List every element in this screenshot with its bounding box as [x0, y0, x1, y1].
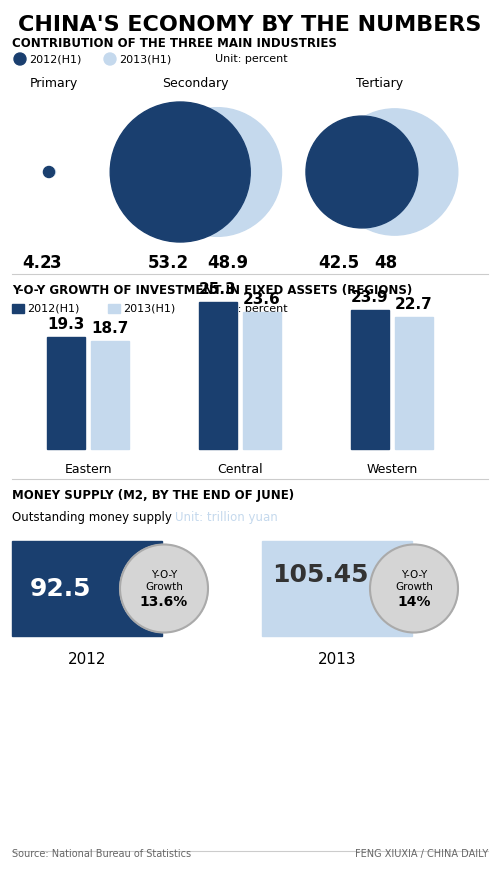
Text: 2013(H1): 2013(H1) [123, 303, 176, 313]
Text: 48: 48 [374, 254, 397, 272]
Text: 42.5: 42.5 [318, 254, 359, 272]
Text: MONEY SUPPLY (M2, BY THE END OF JUNE): MONEY SUPPLY (M2, BY THE END OF JUNE) [12, 489, 294, 502]
Circle shape [110, 102, 250, 242]
Text: 25.3: 25.3 [199, 282, 237, 297]
Text: CONTRIBUTION OF THE THREE MAIN INDUSTRIES: CONTRIBUTION OF THE THREE MAIN INDUSTRIE… [12, 37, 337, 50]
Text: Source: National Bureau of Statistics: Source: National Bureau of Statistics [12, 849, 191, 859]
FancyBboxPatch shape [47, 337, 85, 449]
Text: CHINA'S ECONOMY BY THE NUMBERS: CHINA'S ECONOMY BY THE NUMBERS [18, 15, 481, 35]
Text: Eastern: Eastern [64, 463, 112, 476]
FancyBboxPatch shape [199, 303, 237, 449]
Text: Secondary: Secondary [162, 77, 228, 90]
FancyBboxPatch shape [108, 304, 120, 313]
Circle shape [104, 53, 116, 65]
Text: Growth: Growth [395, 581, 433, 591]
Text: Primary: Primary [30, 77, 78, 90]
Text: 3: 3 [50, 254, 62, 272]
Text: 14%: 14% [397, 595, 431, 609]
Circle shape [332, 109, 458, 235]
Text: 2012: 2012 [68, 652, 106, 667]
Text: Growth: Growth [145, 581, 183, 591]
Circle shape [370, 545, 458, 632]
Text: 19.3: 19.3 [48, 317, 84, 332]
Text: Central: Central [217, 463, 263, 476]
FancyBboxPatch shape [12, 304, 24, 313]
Text: Tertiary: Tertiary [356, 77, 404, 90]
Text: Unit: percent: Unit: percent [215, 303, 288, 313]
Text: Outstanding money supply: Outstanding money supply [12, 511, 172, 524]
Circle shape [153, 108, 282, 236]
Text: Western: Western [366, 463, 418, 476]
FancyBboxPatch shape [91, 340, 129, 449]
Circle shape [306, 116, 418, 228]
FancyBboxPatch shape [395, 317, 433, 449]
FancyBboxPatch shape [262, 541, 412, 636]
FancyBboxPatch shape [12, 541, 162, 636]
Text: 23.6: 23.6 [243, 292, 281, 307]
Text: Y-O-Y: Y-O-Y [401, 569, 427, 580]
Text: 4.2: 4.2 [22, 254, 52, 272]
Text: 22.7: 22.7 [395, 297, 433, 312]
Circle shape [48, 168, 56, 176]
Text: 2013: 2013 [318, 652, 356, 667]
Text: 2012(H1): 2012(H1) [27, 303, 80, 313]
Text: 18.7: 18.7 [92, 320, 128, 336]
Circle shape [120, 545, 208, 632]
Text: 2013(H1): 2013(H1) [119, 54, 171, 64]
FancyBboxPatch shape [243, 312, 281, 449]
Text: 2012(H1): 2012(H1) [29, 54, 82, 64]
Text: Y-O-Y GROWTH OF INVESTMENT IN FIXED ASSETS (REGIONS): Y-O-Y GROWTH OF INVESTMENT IN FIXED ASSE… [12, 284, 412, 297]
Text: FENG XIUXIA / CHINA DAILY: FENG XIUXIA / CHINA DAILY [355, 849, 488, 859]
Text: 48.9: 48.9 [207, 254, 248, 272]
Text: Unit: percent: Unit: percent [215, 54, 288, 64]
Text: 92.5: 92.5 [30, 576, 92, 601]
Text: 105.45: 105.45 [272, 563, 368, 587]
Circle shape [14, 53, 26, 65]
Text: 13.6%: 13.6% [140, 595, 188, 609]
FancyBboxPatch shape [351, 310, 389, 449]
Circle shape [44, 167, 54, 177]
Text: Y-O-Y: Y-O-Y [151, 569, 177, 580]
Text: 23.9: 23.9 [351, 290, 389, 305]
Text: Unit: trillion yuan: Unit: trillion yuan [175, 511, 278, 524]
Text: 53.2: 53.2 [148, 254, 189, 272]
